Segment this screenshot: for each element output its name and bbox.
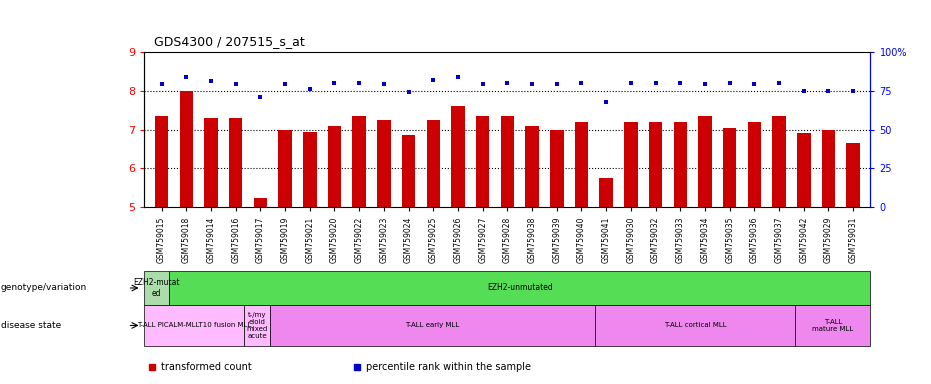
Point — [697, 81, 712, 88]
Text: genotype/variation: genotype/variation — [1, 283, 88, 293]
Point — [772, 80, 787, 86]
Text: T-ALL PICALM-MLLT10 fusion MLL: T-ALL PICALM-MLLT10 fusion MLL — [137, 323, 251, 328]
Point — [475, 81, 490, 88]
Point — [155, 81, 169, 88]
Point — [451, 74, 466, 80]
Bar — [229, 118, 242, 207]
Bar — [476, 116, 490, 207]
Point — [549, 81, 564, 88]
Bar — [773, 116, 786, 207]
Point — [277, 81, 292, 88]
Bar — [155, 116, 169, 207]
Point — [722, 80, 737, 86]
Bar — [748, 122, 762, 207]
Bar — [595, 305, 795, 346]
Text: t-/my
eloid
mixed
acute: t-/my eloid mixed acute — [247, 312, 267, 339]
Bar — [377, 120, 391, 207]
Bar — [353, 116, 366, 207]
Point — [204, 78, 219, 84]
Bar — [574, 122, 588, 207]
Text: T-ALL cortical MLL: T-ALL cortical MLL — [664, 323, 726, 328]
Point — [599, 99, 614, 105]
Point — [179, 74, 194, 80]
Point — [821, 88, 836, 94]
Bar — [550, 130, 563, 207]
Bar — [501, 116, 514, 207]
Point — [376, 81, 391, 88]
Text: percentile rank within the sample: percentile rank within the sample — [366, 362, 531, 372]
Bar — [797, 134, 811, 207]
Bar — [144, 305, 245, 346]
Bar — [649, 122, 662, 207]
Bar — [722, 127, 736, 207]
Text: GDS4300 / 207515_s_at: GDS4300 / 207515_s_at — [154, 35, 304, 48]
Text: T-ALL
mature MLL: T-ALL mature MLL — [813, 319, 854, 332]
Point — [303, 86, 317, 92]
Bar — [600, 178, 613, 207]
Point — [352, 80, 367, 86]
Bar — [303, 132, 317, 207]
Text: transformed count: transformed count — [161, 362, 251, 372]
Bar — [795, 305, 870, 346]
Bar — [204, 118, 218, 207]
Point — [500, 80, 515, 86]
Bar — [144, 271, 169, 305]
Bar — [245, 305, 269, 346]
Bar — [278, 130, 292, 207]
Bar — [402, 136, 415, 207]
Point — [648, 80, 663, 86]
Point — [845, 88, 860, 94]
Bar — [253, 198, 267, 207]
Bar — [180, 91, 193, 207]
Bar — [269, 305, 595, 346]
Bar — [698, 116, 712, 207]
Point — [624, 80, 639, 86]
Point — [796, 88, 811, 94]
Point — [673, 80, 688, 86]
Point — [425, 77, 440, 83]
Bar — [624, 122, 638, 207]
Text: T-ALL early MLL: T-ALL early MLL — [405, 323, 459, 328]
Point — [574, 80, 589, 86]
Bar — [822, 130, 835, 207]
Text: EZH2-mutat
ed: EZH2-mutat ed — [133, 278, 180, 298]
Point — [228, 81, 243, 88]
Point — [525, 81, 540, 88]
Bar — [328, 126, 342, 207]
Point — [327, 80, 342, 86]
Bar — [673, 122, 687, 207]
Bar — [426, 120, 440, 207]
Text: disease state: disease state — [1, 321, 61, 330]
Bar — [452, 106, 465, 207]
Bar — [525, 126, 539, 207]
Point — [253, 94, 268, 100]
Bar — [846, 143, 860, 207]
Point — [401, 89, 416, 95]
Text: EZH2-unmutated: EZH2-unmutated — [487, 283, 553, 293]
Point — [747, 81, 762, 88]
